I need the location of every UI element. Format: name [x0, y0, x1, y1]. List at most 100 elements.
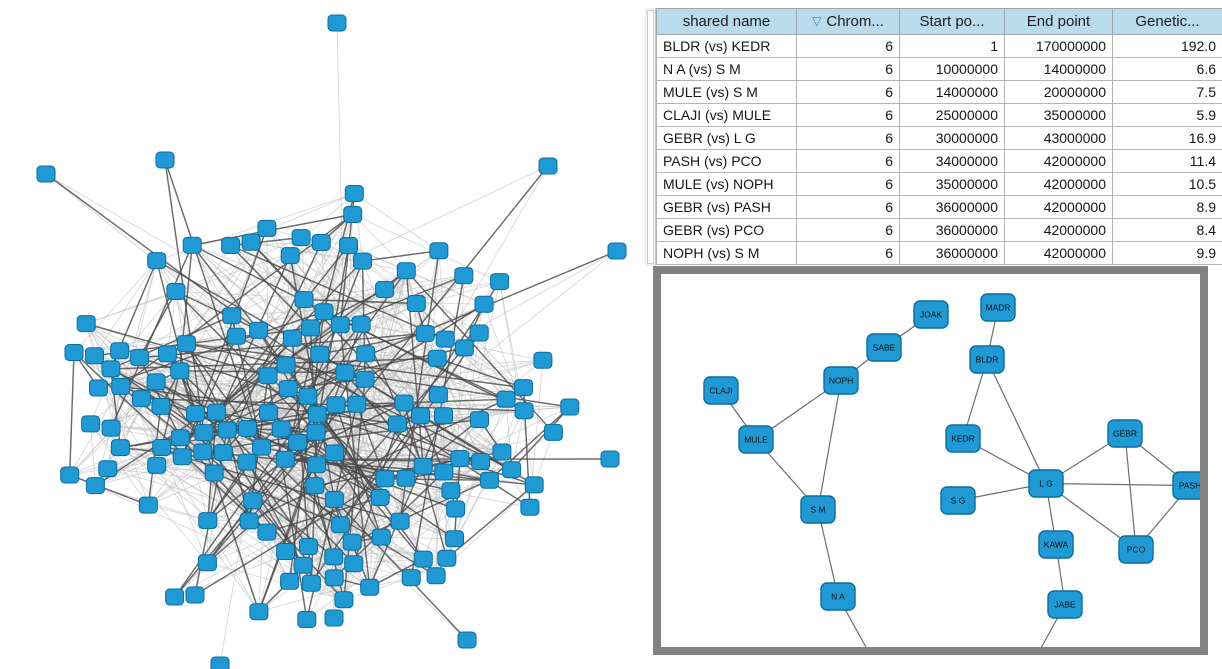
cell-genetic[interactable]: 8.9: [1112, 195, 1222, 219]
cell-genetic[interactable]: 8.4: [1112, 218, 1222, 242]
graph-node[interactable]: [198, 512, 218, 530]
graph-node[interactable]: [166, 283, 186, 300]
cell-chromosome[interactable]: 6: [796, 80, 900, 104]
node-shape[interactable]: [800, 495, 836, 524]
graph-node[interactable]: [207, 403, 226, 421]
cell-chromosome[interactable]: 6: [796, 103, 900, 127]
graph-node[interactable]: [314, 303, 334, 321]
cell-start_point[interactable]: 34000000: [899, 149, 1005, 173]
graph-node[interactable]: [131, 390, 151, 408]
graph-node[interactable]: L G: [1028, 469, 1064, 498]
graph-node[interactable]: [344, 185, 364, 202]
graph-node[interactable]: [294, 291, 314, 309]
big-network-canvas[interactable]: [0, 0, 645, 669]
node-shape[interactable]: [969, 345, 1005, 374]
graph-node[interactable]: [299, 538, 318, 555]
graph-node[interactable]: [280, 247, 300, 265]
graph-node[interactable]: [330, 516, 350, 534]
graph-node[interactable]: [165, 588, 185, 606]
graph-node[interactable]: MADR: [980, 293, 1016, 322]
graph-node[interactable]: [344, 555, 364, 573]
graph-node[interactable]: [288, 433, 308, 451]
cell-end_point[interactable]: 43000000: [1004, 126, 1113, 150]
cell-genetic[interactable]: 10.5: [1112, 172, 1222, 196]
cell-shared_name[interactable]: PASH (vs) PCO: [656, 149, 797, 173]
graph-node[interactable]: NOPH: [823, 366, 859, 395]
graph-node[interactable]: [307, 456, 327, 474]
cell-chromosome[interactable]: 6: [796, 172, 900, 196]
graph-node[interactable]: [356, 345, 376, 363]
cell-start_point[interactable]: 36000000: [899, 218, 1005, 242]
graph-node[interactable]: [441, 482, 461, 500]
graph-node[interactable]: [170, 429, 190, 447]
column-header-chromosome[interactable]: ▽ Chrom...: [796, 8, 900, 35]
linkage-results-table[interactable]: shared name ▽ Chrom... Start po... End po…: [656, 8, 1222, 265]
graph-node[interactable]: [429, 242, 449, 260]
column-header-start-point[interactable]: Start po...: [899, 8, 1005, 35]
graph-node[interactable]: [396, 469, 416, 487]
cell-end_point[interactable]: 42000000: [1004, 241, 1113, 265]
graph-node[interactable]: [222, 307, 242, 325]
graph-node[interactable]: [310, 345, 330, 363]
graph-node[interactable]: [170, 362, 190, 380]
node-shape[interactable]: [913, 300, 949, 329]
graph-node[interactable]: [434, 407, 453, 425]
graph-node[interactable]: [276, 543, 296, 560]
graph-node[interactable]: [607, 242, 627, 260]
graph-node[interactable]: [411, 407, 431, 425]
graph-node[interactable]: PASH: [1172, 471, 1200, 500]
graph-node[interactable]: [492, 443, 512, 461]
node-shape[interactable]: [866, 333, 902, 362]
graph-node[interactable]: [276, 356, 296, 374]
graph-node[interactable]: PCO: [1118, 535, 1154, 564]
graph-node[interactable]: [172, 448, 192, 466]
graph-node[interactable]: [435, 330, 455, 348]
graph-node[interactable]: KAWA: [1038, 530, 1074, 559]
graph-node[interactable]: [445, 530, 464, 548]
table-row[interactable]: GEBR (vs) PASH 6 36000000 42000000 8.9: [656, 195, 1222, 219]
table-row[interactable]: NOPH (vs) S M 6 36000000 42000000 9.9: [656, 241, 1222, 265]
graph-node[interactable]: [85, 347, 104, 365]
graph-node[interactable]: [226, 327, 246, 345]
graph-node[interactable]: [514, 402, 534, 420]
genome-wide-network-view[interactable]: [0, 0, 645, 669]
graph-node[interactable]: [282, 329, 302, 347]
node-shape[interactable]: [1038, 530, 1074, 559]
graph-node[interactable]: [217, 421, 237, 439]
graph-node[interactable]: [60, 466, 80, 484]
graph-node[interactable]: [324, 491, 344, 508]
graph-node[interactable]: [401, 569, 421, 587]
cell-end_point[interactable]: 42000000: [1004, 218, 1113, 242]
node-shape[interactable]: [1172, 471, 1200, 500]
graph-node[interactable]: [257, 219, 277, 237]
graph-node[interactable]: [339, 237, 358, 254]
graph-node[interactable]: JOAK: [913, 300, 949, 329]
graph-node[interactable]: [324, 569, 344, 587]
graph-node[interactable]: [36, 165, 56, 183]
cell-start_point[interactable]: 35000000: [899, 172, 1005, 196]
graph-node[interactable]: S M: [800, 495, 836, 524]
graph-node[interactable]: [437, 549, 457, 567]
table-row[interactable]: CLAJI (vs) MULE 6 25000000 35000000 5.9: [656, 103, 1222, 127]
graph-node[interactable]: [428, 386, 448, 404]
table-row[interactable]: GEBR (vs) L G 6 30000000 43000000 16.9: [656, 126, 1222, 150]
graph-node[interactable]: BLDR: [969, 345, 1005, 374]
graph-node[interactable]: [406, 295, 426, 312]
graph-node[interactable]: [347, 395, 367, 413]
graph-node[interactable]: GEBR: [1107, 419, 1143, 448]
graph-node[interactable]: [259, 403, 278, 421]
cell-shared_name[interactable]: BLDR (vs) KEDR: [656, 34, 797, 58]
cell-shared_name[interactable]: GEBR (vs) PCO: [656, 218, 797, 242]
graph-node[interactable]: [210, 656, 230, 669]
cell-chromosome[interactable]: 6: [796, 126, 900, 150]
graph-node[interactable]: [237, 453, 257, 471]
graph-node[interactable]: [311, 234, 331, 251]
cell-end_point[interactable]: 42000000: [1004, 172, 1113, 196]
graph-node[interactable]: [600, 450, 620, 468]
graph-node[interactable]: [291, 229, 311, 247]
graph-node[interactable]: [275, 450, 295, 468]
cell-end_point[interactable]: 42000000: [1004, 195, 1113, 219]
node-shape[interactable]: [1107, 419, 1143, 448]
graph-node[interactable]: CLAJI: [703, 376, 739, 405]
